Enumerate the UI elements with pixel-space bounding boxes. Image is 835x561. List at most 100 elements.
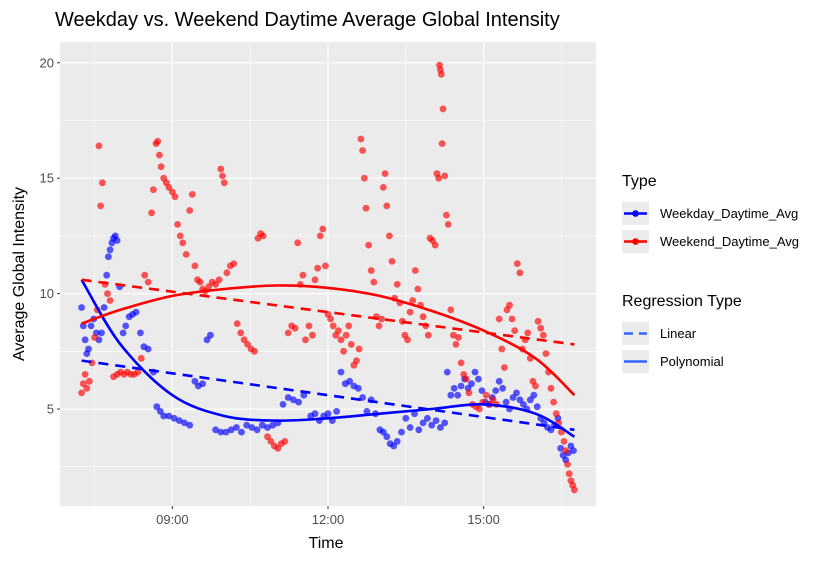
point-weekday-daytime-avg: [443, 368, 451, 376]
point-weekday-daytime-avg: [447, 391, 455, 399]
point-weekday-daytime-avg: [516, 396, 524, 404]
point-weekend-daytime-avg: [508, 315, 516, 323]
point-weekend-daytime-avg: [560, 438, 568, 445]
point-weekend-daytime-avg: [327, 315, 334, 323]
point-weekend-daytime-avg: [281, 438, 289, 445]
point-weekend-daytime-avg: [571, 486, 578, 494]
point-weekday-daytime-avg: [379, 428, 387, 436]
point-weekend-daytime-avg: [91, 334, 98, 341]
point-weekday-daytime-avg: [432, 417, 440, 424]
point-weekend-daytime-avg: [345, 322, 353, 330]
point-weekend-daytime-avg: [240, 336, 248, 344]
point-weekday-daytime-avg: [132, 308, 140, 316]
point-weekend-daytime-avg: [150, 186, 157, 194]
point-weekday-daytime-avg: [191, 377, 199, 385]
point-weekday-daytime-avg: [119, 329, 127, 337]
point-weekend-daytime-avg: [237, 329, 245, 337]
legend: Type Weekday_Daytime_Avg Weekend_Daytime…: [622, 173, 799, 373]
point-weekday-daytime-avg: [264, 424, 271, 431]
point-weekend-daytime-avg: [447, 306, 455, 314]
point-weekend-daytime-avg: [455, 334, 462, 341]
point-weekend-daytime-avg: [370, 278, 378, 286]
point-weekday-daytime-avg: [186, 421, 194, 429]
point-weekend-daytime-avg: [532, 382, 539, 390]
y-axis-title: Average Global Intensity: [11, 187, 28, 361]
point-weekend-daytime-avg: [171, 193, 179, 201]
point-weekday-daytime-avg: [207, 331, 214, 339]
point-weekend-daytime-avg: [381, 170, 389, 178]
point-weekend-daytime-avg: [337, 336, 345, 344]
point-weekday-daytime-avg: [441, 419, 449, 427]
point-weekend-daytime-avg: [516, 269, 524, 277]
point-weekday-daytime-avg: [390, 442, 398, 450]
point-weekend-daytime-avg: [322, 262, 329, 270]
point-weekend-daytime-avg: [511, 327, 519, 334]
point-weekend-daytime-avg: [419, 313, 427, 321]
point-weekday-daytime-avg: [87, 322, 95, 330]
point-weekend-daytime-avg: [182, 251, 190, 258]
point-weekday-daytime-avg: [113, 237, 121, 244]
point-weekend-daytime-avg: [264, 433, 271, 441]
point-weekday-daytime-avg: [217, 428, 225, 436]
point-weekend-daytime-avg: [176, 232, 184, 240]
plot-panel: [60, 42, 596, 506]
point-weekend-daytime-avg: [219, 172, 226, 180]
point-weekday-daytime-avg: [170, 414, 178, 422]
point-weekday-daytime-avg: [122, 322, 130, 330]
point-weekend-daytime-avg: [537, 324, 545, 332]
point-weekend-daytime-avg: [411, 267, 419, 274]
point-weekday-daytime-avg: [475, 375, 482, 383]
point-weekend-daytime-avg: [156, 151, 163, 159]
point-weekday-daytime-avg: [437, 424, 444, 431]
point-weekend-daytime-avg: [95, 142, 103, 150]
point-weekend-daytime-avg: [284, 329, 292, 337]
point-weekday-daytime-avg: [144, 345, 152, 353]
point-weekday-daytime-avg: [284, 394, 292, 401]
point-weekday-daytime-avg: [233, 424, 240, 431]
legend-label-polynomial: Polynomial: [660, 354, 724, 369]
point-weekday-daytime-avg: [495, 377, 503, 385]
point-weekday-daytime-avg: [402, 414, 410, 422]
data-points: [78, 61, 578, 494]
point-weekend-daytime-avg: [134, 368, 142, 376]
point-weekend-daytime-avg: [501, 364, 508, 371]
point-weekend-daytime-avg: [309, 331, 316, 339]
point-weekday-daytime-avg: [468, 380, 475, 388]
point-weekday-daytime-avg: [181, 419, 188, 427]
point-weekend-daytime-avg: [357, 135, 365, 143]
point-weekend-daytime-avg: [439, 105, 447, 113]
point-weekday-daytime-avg: [393, 438, 401, 445]
point-weekend-daytime-avg: [154, 137, 162, 145]
point-weekend-daytime-avg: [435, 174, 443, 182]
point-weekend-daytime-avg: [340, 347, 347, 355]
point-weekend-daytime-avg: [550, 398, 557, 406]
point-weekday-daytime-avg: [290, 396, 297, 404]
legend-key-bg-linear: [622, 322, 649, 345]
point-weekday-daytime-avg: [238, 428, 245, 436]
point-weekday-daytime-avg: [81, 336, 89, 344]
point-weekend-daytime-avg: [542, 350, 550, 357]
point-weekend-daytime-avg: [378, 315, 385, 323]
point-weekday-daytime-avg: [526, 396, 534, 404]
point-weekday-daytime-avg: [363, 408, 371, 415]
point-weekday-daytime-avg: [570, 447, 577, 454]
point-weekend-daytime-avg: [144, 278, 152, 286]
y-tick-label: 20: [40, 55, 54, 70]
point-weekend-daytime-avg: [335, 327, 342, 334]
point-weekday-daytime-avg: [295, 398, 302, 406]
point-weekday-daytime-avg: [258, 421, 266, 429]
point-weekend-daytime-avg: [524, 329, 532, 337]
point-weekend-daytime-avg: [251, 347, 258, 355]
x-axis-title: Time: [309, 535, 344, 552]
point-weekend-daytime-avg: [465, 389, 473, 397]
point-weekend-daytime-avg: [457, 359, 465, 367]
point-weekend-daytime-avg: [443, 211, 450, 219]
point-weekend-daytime-avg: [383, 202, 391, 210]
gridlines: [60, 42, 596, 506]
point-weekend-daytime-avg: [329, 322, 337, 330]
point-weekend-daytime-avg: [83, 384, 91, 392]
point-weekday-daytime-avg: [502, 398, 510, 406]
point-weekend-daytime-avg: [230, 260, 238, 267]
point-weekday-daytime-avg: [419, 419, 427, 427]
point-weekend-daytime-avg: [534, 317, 542, 325]
